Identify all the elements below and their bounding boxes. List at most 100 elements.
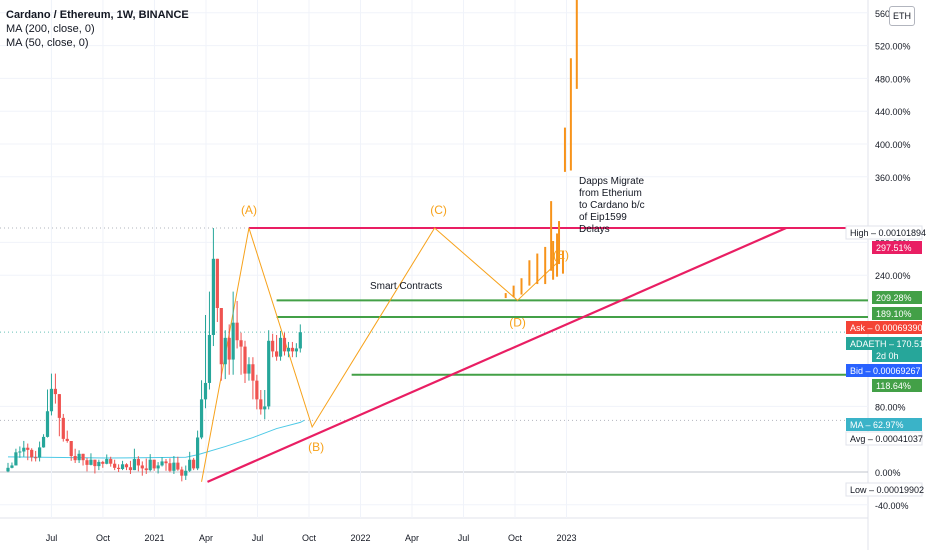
candle-body[interactable] [49,388,54,412]
candle-body[interactable] [85,460,89,465]
ma50-legend[interactable]: MA (50, close, 0) [6,37,89,49]
candle-body[interactable] [105,459,109,464]
candle-body[interactable] [164,461,168,464]
candle-body[interactable] [180,469,184,476]
candle-body[interactable] [109,459,113,464]
candle-body[interactable] [144,468,148,471]
candle-body[interactable] [120,464,125,469]
candle-body[interactable] [243,346,247,374]
candle-body[interactable] [172,462,176,471]
candle-body[interactable] [219,308,223,365]
candle-body[interactable] [196,437,200,469]
candle-body[interactable] [275,351,279,357]
candle-body[interactable] [286,347,291,352]
candle-body[interactable] [290,347,294,352]
price-label-support[interactable] [872,291,922,304]
candle-body[interactable] [251,364,255,381]
candle-body[interactable] [278,337,283,357]
candle-body[interactable] [57,394,61,418]
candle-body[interactable] [192,459,196,469]
candle-body[interactable] [14,452,18,466]
candle-body[interactable] [235,322,239,341]
price-label-text: Avg – 0.00041037 [850,434,923,444]
price-label-plain[interactable] [845,225,923,240]
candle-body[interactable] [156,465,160,469]
price-label-resistance[interactable] [872,241,922,254]
candle-body[interactable] [132,459,136,471]
candle-body[interactable] [53,388,57,395]
candle-body[interactable] [231,322,235,360]
symbol-title[interactable]: Cardano / Ethereum, 1W, BINANCE [6,9,189,21]
dapps-annotation-line: to Cardano b/c [579,200,645,211]
candle-body[interactable] [113,463,117,468]
candle-body[interactable] [140,465,144,469]
candle-body[interactable] [34,457,38,459]
wave-label: (C) [430,203,447,217]
y-tick-label: -40.00% [875,501,909,511]
y-tick-label: 520.00% [875,42,911,52]
candle-body[interactable] [89,459,93,465]
price-label-last[interactable] [846,337,922,350]
candle-body[interactable] [263,406,267,410]
candle-body[interactable] [199,399,204,438]
candle-body[interactable] [61,417,65,439]
candle-body[interactable] [22,447,26,452]
candle-body[interactable] [10,465,14,468]
candle-body[interactable] [215,258,219,308]
price-label-plain[interactable] [845,431,923,446]
x-tick-label: Oct [96,533,111,543]
candle-body[interactable] [176,462,180,470]
candle-body[interactable] [271,340,275,352]
candle-body[interactable] [160,461,164,466]
currency-badge[interactable]: ETH [889,6,915,26]
candle-body[interactable] [26,447,30,450]
price-label-ma[interactable] [846,418,922,431]
candle-body[interactable] [77,453,81,461]
price-label-text: Ask – 0.00069390 [850,323,923,333]
price-label-bid[interactable] [846,364,922,377]
candle-body[interactable] [6,467,10,472]
y-tick-label: 440.00% [875,107,911,117]
candle-body[interactable] [168,463,172,471]
candle-body[interactable] [203,382,208,400]
candle-body[interactable] [38,447,42,458]
candle-body[interactable] [41,436,46,448]
candle-body[interactable] [184,470,188,476]
candle-body[interactable] [117,467,121,469]
candle-body[interactable] [259,399,263,410]
candle-body[interactable] [211,258,215,335]
candle-body[interactable] [227,337,231,360]
candle-body[interactable] [247,364,251,374]
candle-body[interactable] [45,411,50,437]
price-label-support[interactable] [872,379,922,392]
price-label-plain[interactable] [845,482,923,497]
candle-body[interactable] [93,459,97,467]
candle-body[interactable] [69,441,73,457]
candle-body[interactable] [18,451,22,453]
candle-body[interactable] [152,459,156,469]
candle-body[interactable] [298,332,302,349]
candle-body[interactable] [97,461,101,467]
candle-body[interactable] [282,337,287,352]
candle-body[interactable] [239,340,243,347]
candle-body[interactable] [30,449,34,458]
ma200-legend[interactable]: MA (200, close, 0) [6,23,95,35]
candle-body[interactable] [101,461,105,464]
candle-body[interactable] [136,459,140,466]
candle-body[interactable] [223,337,227,365]
candle-body[interactable] [65,438,69,442]
price-label-support[interactable] [872,307,922,320]
price-label-countdown[interactable] [872,349,922,362]
candle-body[interactable] [255,380,259,400]
price-label-ask[interactable] [846,321,922,334]
candle-body[interactable] [267,340,271,407]
candle-body[interactable] [188,459,192,471]
candle-body[interactable] [128,467,133,471]
candle-body[interactable] [148,459,152,471]
candle-body[interactable] [124,464,129,468]
candle-body[interactable] [207,334,212,383]
candle-body[interactable] [81,453,85,461]
candle-body[interactable] [73,456,77,461]
candle-body[interactable] [294,348,298,352]
